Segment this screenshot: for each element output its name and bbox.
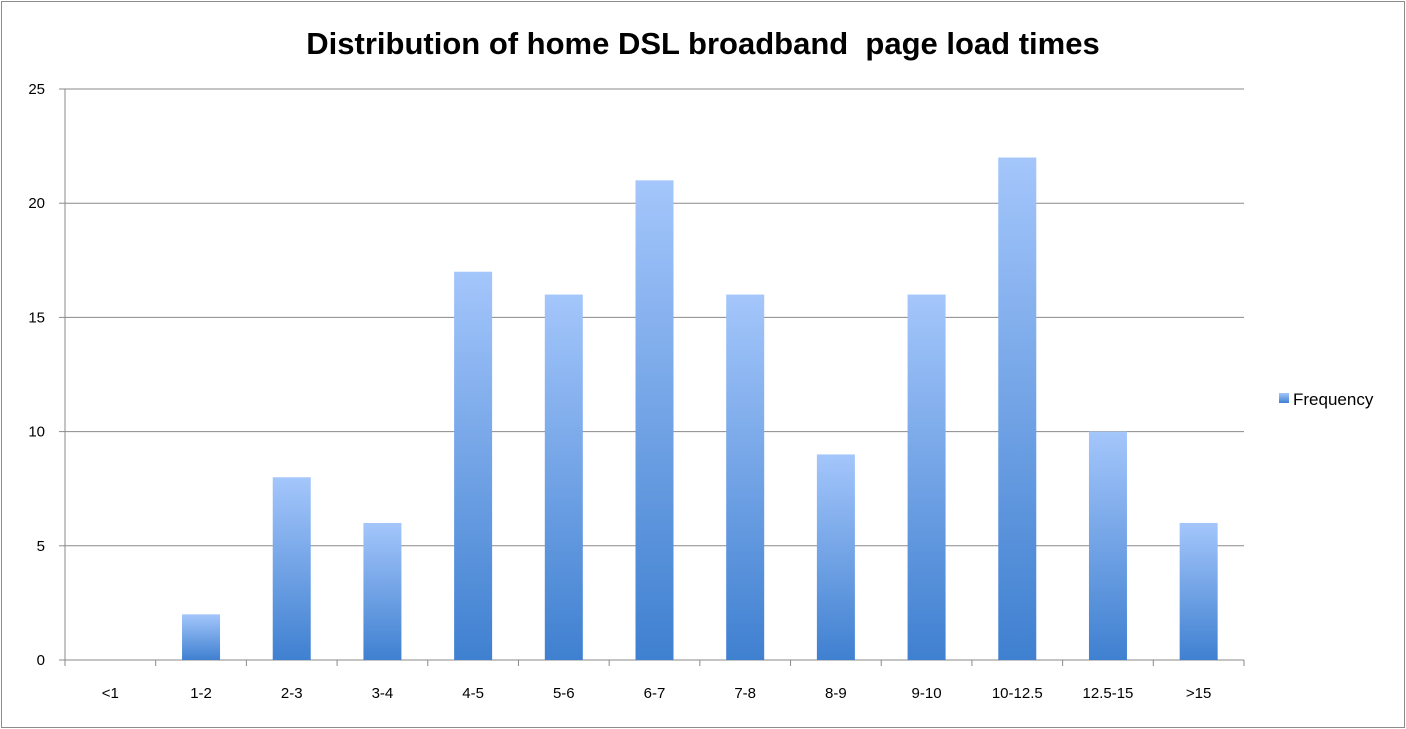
y-tick-label: 25 [28,81,45,98]
bar-2-3 [272,477,311,660]
chart-title: Distribution of home DSL broadband page … [306,26,1100,61]
x-tick-label: 10-12.5 [992,685,1043,702]
x-tick-label: 12.5-15 [1083,685,1134,702]
bar-1-2 [182,614,221,660]
legend: Frequency [1279,390,1374,409]
gridlines [59,88,1244,661]
y-tick-label: 10 [28,424,45,441]
bar-9-10 [907,294,946,660]
bar-5-6 [544,294,583,660]
y-tick-labels: 0 5 10 15 20 25 [28,81,45,669]
x-tick-label: 1-2 [190,685,212,702]
x-tick-label: >15 [1186,685,1211,702]
bar-12.5-15 [1088,431,1127,660]
y-tick-label: 5 [37,538,45,555]
x-tick-label: 8-9 [825,685,847,702]
legend-swatch [1279,393,1289,403]
x-tick-label: 5-6 [553,685,575,702]
x-tick-label: 9-10 [912,685,942,702]
bar-4-5 [454,271,493,660]
y-tick-label: 0 [37,652,45,669]
bar-10-12.5 [998,157,1037,660]
bar->15 [1179,522,1218,660]
x-tick-label: 2-3 [281,685,303,702]
x-tick-labels: <1 1-2 2-3 3-4 4-5 5-6 6-7 7-8 8-9 9-10 10-12.5 12.… [102,685,1212,702]
y-tick-label: 15 [28,309,45,326]
bar-7-8 [726,294,765,660]
x-tick-label: <1 [102,685,119,702]
x-tick-label: 3-4 [372,685,394,702]
bar-8-9 [816,454,855,660]
bar-6-7 [635,180,674,661]
x-tick-label: 4-5 [462,685,484,702]
bars [182,157,1218,661]
bar-3-4 [363,522,402,660]
y-tick-label: 20 [28,195,45,212]
legend-label-frequency: Frequency [1293,390,1374,409]
x-tick-label: 6-7 [644,685,666,702]
x-tick-label: 7-8 [734,685,756,702]
